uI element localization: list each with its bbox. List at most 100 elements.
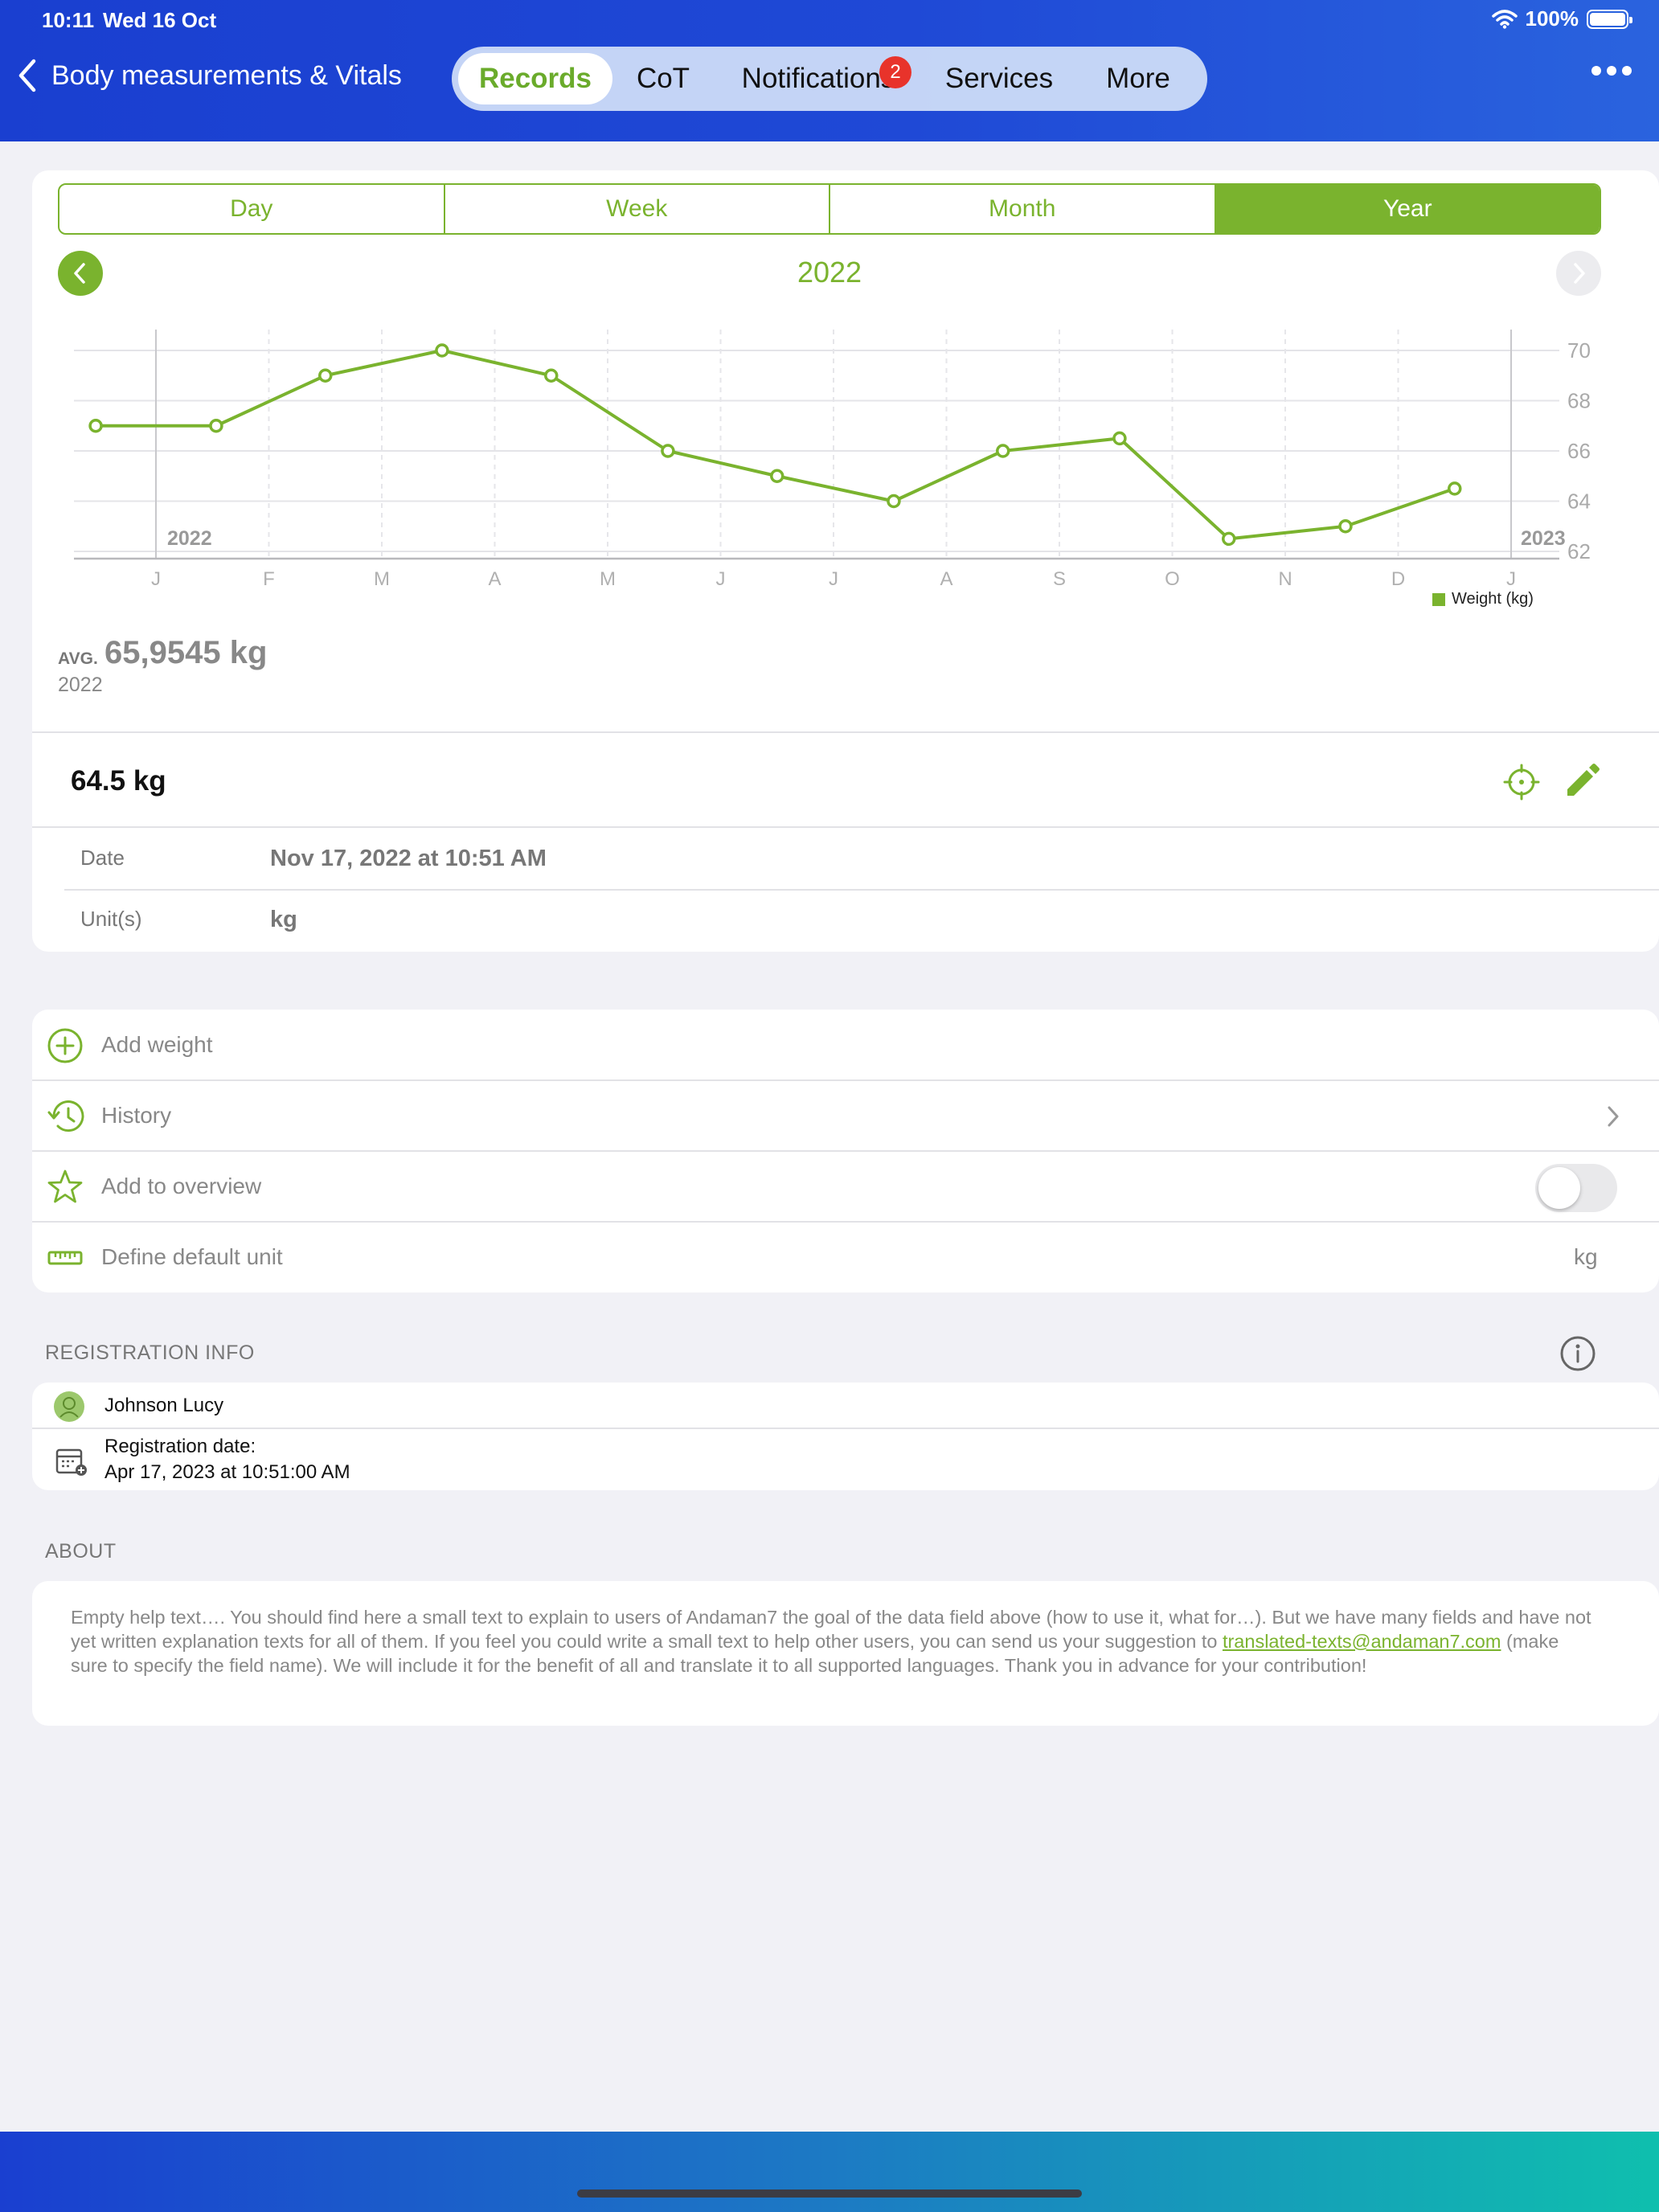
- data-point: [88, 419, 103, 433]
- bottom-bar: [0, 2132, 1659, 2212]
- data-point: [887, 494, 901, 509]
- support-email-link[interactable]: translated-texts@andaman7.com: [1222, 1631, 1501, 1652]
- data-point: [435, 343, 449, 358]
- page-title: Body measurements & Vitals: [51, 59, 402, 91]
- period-year[interactable]: Year: [1215, 185, 1600, 233]
- registered-user: Johnson Lucy: [104, 1395, 224, 1416]
- battery-icon: [1587, 9, 1632, 29]
- x-tick-label: J: [829, 568, 838, 590]
- unit-value: kg: [270, 907, 297, 932]
- y-tick-label: 64: [1567, 490, 1591, 514]
- registration-date-value: Apr 17, 2023 at 10:51:00 AM: [104, 1461, 350, 1483]
- year-label: 2022: [797, 256, 862, 289]
- data-point: [661, 444, 675, 458]
- info-icon: [1560, 1336, 1596, 1371]
- add-weight-label: Add weight: [101, 1032, 213, 1057]
- default-unit-value: kg: [1574, 1244, 1598, 1269]
- divider: [64, 889, 1659, 891]
- divider: [32, 731, 1659, 733]
- x-tick-label: M: [374, 568, 390, 590]
- x-tick-label: M: [600, 568, 616, 590]
- back-button[interactable]: Body measurements & Vitals: [16, 58, 402, 93]
- chevron-left-icon: [18, 59, 36, 92]
- x-tick-label: J: [716, 568, 726, 590]
- info-button[interactable]: [1559, 1335, 1596, 1376]
- registration-section-title: REGISTRATION INFO: [45, 1342, 255, 1364]
- main-tabs: Records CoT Notifications 2 Services Mor…: [452, 47, 1207, 111]
- weight-series-line: [96, 349, 1456, 541]
- star-icon: [47, 1169, 83, 1203]
- x-tick-label: A: [940, 568, 952, 590]
- chevron-right-icon: [1574, 263, 1585, 284]
- overview-toggle[interactable]: [1535, 1164, 1617, 1212]
- edit-button[interactable]: [1563, 762, 1600, 803]
- year-marker: 2023: [1521, 527, 1566, 550]
- x-tick-label: A: [488, 568, 501, 590]
- notification-badge: 2: [879, 56, 911, 88]
- about-card: [32, 1581, 1659, 1726]
- tab-notifications[interactable]: Notifications 2: [714, 53, 923, 104]
- define-default-unit-button[interactable]: Define default unit: [32, 1222, 1659, 1292]
- data-point: [544, 368, 559, 383]
- tab-cot[interactable]: CoT: [636, 63, 690, 94]
- year-marker: 2022: [167, 527, 212, 550]
- about-section-title: ABOUT: [45, 1540, 117, 1563]
- x-tick-label: J: [1506, 568, 1516, 590]
- wifi-icon: [1491, 9, 1518, 29]
- home-indicator[interactable]: [577, 2189, 1082, 2198]
- period-week[interactable]: Week: [445, 185, 830, 233]
- ruler-icon: [47, 1251, 83, 1265]
- x-tick-label: N: [1278, 568, 1292, 590]
- chart-card: [32, 170, 1659, 952]
- status-time: 10:11: [42, 8, 95, 32]
- tab-more[interactable]: More: [1106, 63, 1170, 94]
- x-tick-label: D: [1391, 568, 1405, 590]
- user-avatar-icon: [54, 1391, 84, 1422]
- add-weight-button[interactable]: Add weight: [32, 1010, 1659, 1080]
- divider: [32, 1150, 1659, 1152]
- divider: [32, 1428, 1659, 1429]
- legend-swatch: [1432, 592, 1445, 606]
- x-tick-label: O: [1165, 568, 1180, 590]
- x-tick-label: S: [1053, 568, 1066, 590]
- data-point: [1448, 481, 1462, 496]
- status-indicators: 100%: [1491, 6, 1632, 31]
- tab-services[interactable]: Services: [944, 63, 1054, 94]
- plus-circle-icon: [47, 1028, 83, 1063]
- history-icon: [47, 1100, 84, 1133]
- period-day[interactable]: Day: [59, 185, 445, 233]
- divider: [32, 826, 1659, 828]
- divider: [32, 1221, 1659, 1223]
- period-month[interactable]: Month: [830, 185, 1216, 233]
- selected-record-value: 64.5 kg: [71, 765, 166, 797]
- registration-date-label: Registration date:: [104, 1436, 256, 1457]
- top-bar: 10:11 Wed 16 Oct 100% Body measurements …: [0, 0, 1659, 141]
- about-text: Empty help text…. You should find here a…: [71, 1607, 1591, 1676]
- tab-records[interactable]: Records: [458, 53, 612, 104]
- average-value: 65,9545 kg: [104, 635, 268, 670]
- x-tick-label: F: [263, 568, 275, 590]
- history-button[interactable]: History: [32, 1080, 1659, 1151]
- y-tick-label: 70: [1567, 338, 1591, 363]
- date-value: Nov 17, 2022 at 10:51 AM: [270, 846, 547, 871]
- battery-percent: 100%: [1525, 6, 1579, 31]
- next-year-button[interactable]: [1556, 251, 1601, 296]
- add-to-overview-label: Add to overview: [101, 1174, 262, 1198]
- data-point: [1222, 531, 1236, 547]
- average-period: 2022: [58, 674, 103, 696]
- legend-label: Weight (kg): [1452, 590, 1534, 608]
- y-tick-label: 66: [1567, 439, 1591, 463]
- chevron-right-icon: [1608, 1106, 1619, 1127]
- history-label: History: [101, 1103, 172, 1128]
- data-point: [770, 469, 784, 483]
- locate-button[interactable]: [1503, 764, 1540, 805]
- data-point: [1112, 431, 1127, 446]
- data-point: [1338, 519, 1353, 534]
- chevron-left-icon: [74, 263, 85, 284]
- more-options-icon[interactable]: [1591, 66, 1632, 76]
- weight-chart: 62 64 66 68 70 J F M A M J J A S O N D J 2022 2023: [74, 330, 1591, 590]
- date-label: Date: [80, 846, 125, 870]
- registration-card: [32, 1382, 1659, 1490]
- data-point: [209, 419, 223, 433]
- previous-year-button[interactable]: [58, 251, 103, 296]
